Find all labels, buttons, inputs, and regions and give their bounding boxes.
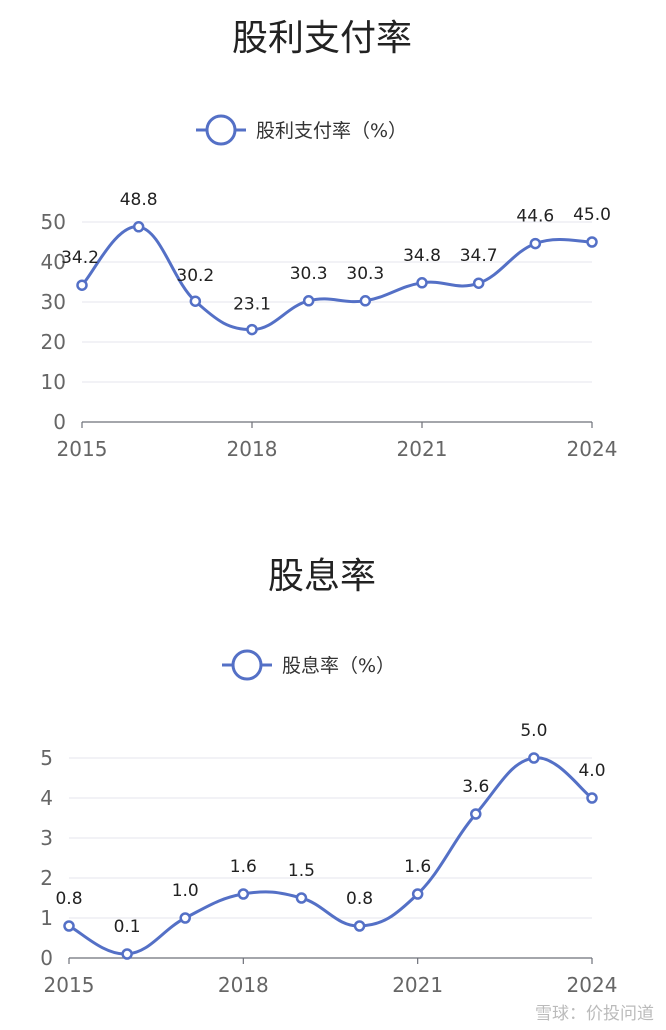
x-tick-label: 2024: [567, 437, 618, 461]
data-point: [528, 752, 540, 764]
y-tick-label: 20: [41, 330, 66, 354]
data-label: 1.5: [288, 861, 315, 881]
data-point: [359, 295, 372, 307]
data-label: 3.6: [462, 777, 489, 797]
y-tick-label: 4: [40, 786, 53, 810]
y-axis-ticks: 0 10 20 30 40 50: [41, 210, 66, 434]
series-line: [68, 756, 593, 956]
legend: 股息率（%）: [222, 649, 395, 681]
x-tick-label: 2021: [392, 973, 443, 997]
x-tick-label: 2018: [227, 437, 278, 461]
y-tick-label: 10: [41, 370, 66, 394]
series: [63, 752, 598, 960]
data-point: [586, 236, 598, 248]
data-point: [295, 892, 308, 904]
y-tick-label: 2: [40, 866, 53, 890]
data-point: [132, 221, 145, 233]
data-label: 44.6: [516, 207, 554, 227]
data-point: [416, 277, 428, 289]
grid-lines: [69, 757, 592, 919]
data-point: [302, 295, 315, 307]
data-label: 48.8: [120, 190, 158, 210]
data-point: [76, 279, 88, 291]
data-label: 34.7: [460, 246, 498, 266]
data-point: [529, 237, 542, 250]
data-label: 5.0: [520, 721, 547, 741]
y-tick-label: 1: [40, 906, 53, 930]
watermark: 雪球：价投问道: [535, 1004, 654, 1024]
y-tick-label: 30: [41, 290, 66, 314]
data-point: [121, 948, 133, 960]
data-label: 30.3: [290, 264, 328, 284]
x-axis: 2015 2018 2021 2024: [57, 421, 618, 461]
data-point: [63, 920, 75, 932]
chart-title: 股息率: [268, 556, 376, 597]
data-point: [246, 323, 258, 336]
data-point: [189, 295, 202, 307]
data-labels: 0.8 0.1 1.0 1.6 1.5 0.8 1.6 3.6 5.0 4.0: [55, 721, 605, 937]
x-tick-label: 2021: [397, 437, 448, 461]
legend-marker-icon: [205, 114, 237, 146]
data-label: 1.6: [404, 857, 431, 877]
x-tick-label: 2024: [567, 973, 618, 997]
legend-marker-icon: [231, 649, 263, 681]
data-point: [179, 912, 191, 924]
x-axis: 2015 2018 2021 2024: [44, 957, 618, 997]
data-label: 1.0: [172, 881, 199, 901]
legend-label: 股息率（%）: [282, 655, 395, 677]
y-tick-label: 3: [40, 826, 53, 850]
data-label: 0.1: [114, 917, 141, 937]
legend: 股利支付率（%）: [196, 114, 407, 146]
data-label: 34.8: [403, 246, 441, 266]
series: [76, 221, 598, 336]
data-label: 30.2: [176, 266, 214, 286]
data-point: [586, 792, 598, 804]
data-label: 45.0: [573, 205, 611, 225]
data-point: [472, 277, 485, 289]
x-tick-label: 2015: [57, 437, 108, 461]
y-tick-label: 5: [40, 746, 53, 770]
data-label: 0.8: [55, 889, 82, 909]
data-label: 34.2: [61, 248, 99, 268]
y-axis-ticks: 0 1 2 3 4 5: [40, 746, 53, 970]
x-tick-label: 2018: [218, 973, 269, 997]
x-tick-label: 2015: [44, 973, 95, 997]
data-label: 30.3: [346, 264, 384, 284]
data-labels: 34.2 48.8 30.2 23.1 30.3 30.3 34.8 34.7 44.6 45.0: [61, 190, 611, 315]
legend-label: 股利支付率（%）: [256, 120, 407, 142]
data-point: [237, 888, 250, 900]
data-point: [470, 808, 482, 820]
grid-lines: [82, 221, 592, 383]
y-tick-label: 0: [53, 410, 66, 434]
series-line: [80, 225, 593, 332]
y-tick-label: 50: [41, 210, 66, 234]
chart-title: 股利支付率: [232, 18, 412, 59]
data-label: 1.6: [230, 857, 257, 877]
data-label: 23.1: [233, 295, 271, 315]
data-point: [353, 920, 366, 932]
data-label: 0.8: [346, 889, 373, 909]
y-tick-label: 40: [41, 250, 66, 274]
data-label: 4.0: [578, 761, 605, 781]
y-tick-label: 0: [40, 946, 53, 970]
data-point: [411, 888, 424, 900]
